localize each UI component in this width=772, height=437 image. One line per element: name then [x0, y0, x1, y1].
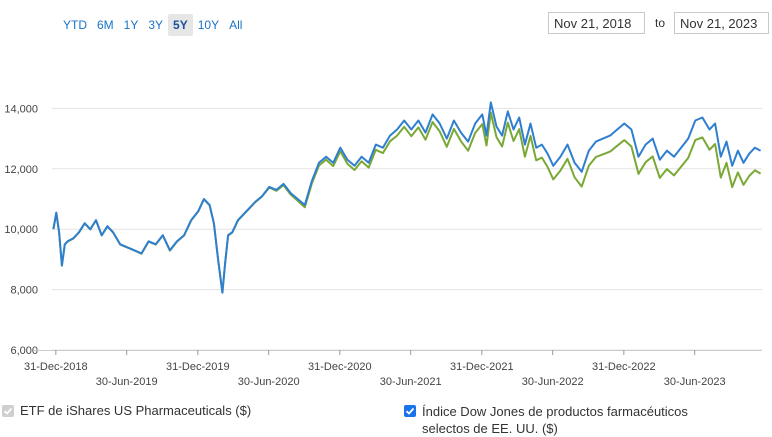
- y-tick-label: 14,000: [4, 103, 38, 115]
- y-tick-label: 8,000: [10, 285, 38, 297]
- x-tick-label: 31-Dec-2019: [166, 361, 230, 373]
- price-chart: 6,000 8,000 10,000 12,000 14,000 31-Dec-2018…: [4, 101, 762, 388]
- legend-item-index[interactable]: Índice Dow Jones de productos farmacéuti…: [404, 403, 688, 437]
- x-tick-label: 31-Dec-2020: [308, 361, 372, 373]
- index-checkbox[interactable]: [404, 405, 416, 417]
- x-tick-label: 31-Dec-2021: [450, 361, 514, 373]
- legend-label-index-line1: Índice Dow Jones de productos farmacéuti…: [422, 404, 688, 419]
- date-from-field[interactable]: Nov 21, 2018: [548, 12, 645, 34]
- legend-label-index: Índice Dow Jones de productos farmacéuti…: [422, 403, 688, 437]
- x-tick-label: 30-Jun-2019: [96, 376, 158, 388]
- y-axis-ticks: 6,000 8,000 10,000 12,000 14,000: [4, 103, 38, 357]
- range-button-all[interactable]: All: [229, 18, 243, 32]
- y-tick-label: 6,000: [10, 345, 38, 357]
- range-button-3y[interactable]: 3Y: [148, 18, 164, 32]
- y-tick-label: 10,000: [4, 224, 38, 236]
- x-axis: 31-Dec-2018 31-Dec-2019 31-Dec-2020 31-Dec-…: [24, 350, 762, 388]
- range-button-1y[interactable]: 1Y: [123, 18, 139, 32]
- date-range-separator: to: [655, 16, 666, 30]
- x-tick-label: 30-Jun-2022: [522, 376, 584, 388]
- legend-label-index-line2: selectos de EE. UU. ($): [422, 421, 558, 436]
- series-line-index: [52, 111, 762, 294]
- y-tick-label: 12,000: [4, 164, 38, 176]
- series-line-etf: [52, 101, 762, 294]
- range-button-ytd[interactable]: YTD: [63, 18, 87, 32]
- x-tick-label: 30-Jun-2021: [380, 376, 442, 388]
- x-tick-label: 31-Dec-2018: [24, 361, 88, 373]
- chart-series: [52, 101, 762, 294]
- range-button-6m[interactable]: 6M: [97, 18, 114, 32]
- x-tick-label: 31-Dec-2022: [592, 361, 656, 373]
- etf-checkbox[interactable]: [2, 405, 14, 417]
- x-tick-label: 30-Jun-2023: [664, 376, 726, 388]
- date-to-field[interactable]: Nov 21, 2023: [674, 12, 769, 34]
- legend-label-etf: ETF de iShares US Pharmaceuticals ($): [20, 403, 252, 418]
- range-button-5y[interactable]: 5Y: [168, 14, 193, 36]
- x-tick-label: 30-Jun-2020: [238, 376, 300, 388]
- range-button-10y[interactable]: 10Y: [197, 18, 220, 32]
- legend-item-etf[interactable]: ETF de iShares US Pharmaceuticals ($): [2, 403, 251, 418]
- range-selector: YTD 6M 1Y 3Y 5Y 10Y All: [58, 14, 247, 36]
